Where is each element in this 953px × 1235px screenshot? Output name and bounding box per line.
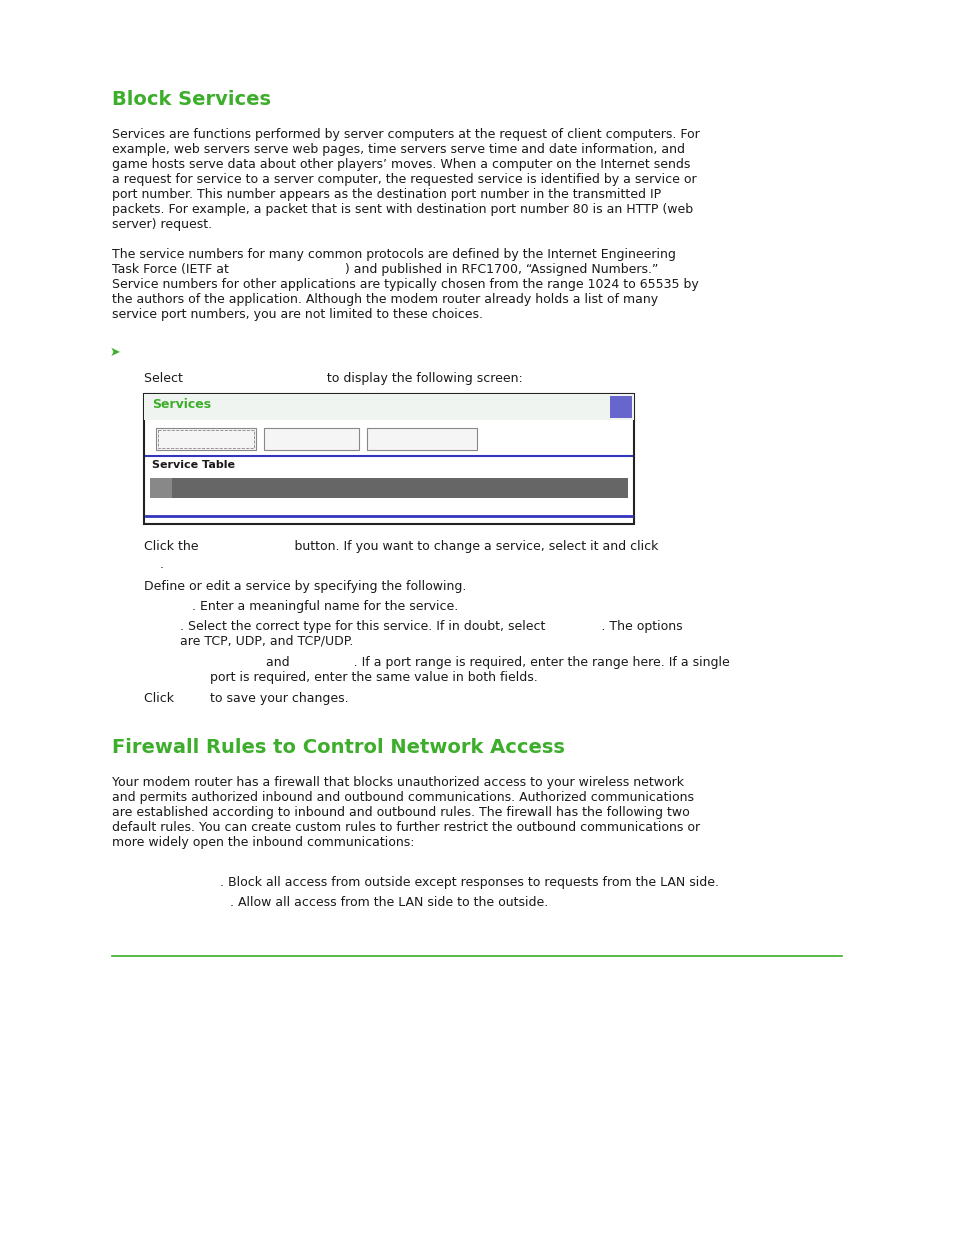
Text: . Block all access from outside except responses to requests from the LAN side.: . Block all access from outside except r… bbox=[220, 876, 719, 889]
Bar bbox=[156, 429, 255, 450]
Bar bbox=[144, 394, 634, 420]
Text: #: # bbox=[156, 483, 165, 493]
Text: Services are functions performed by server computers at the request of client co: Services are functions performed by serv… bbox=[112, 128, 699, 231]
Text: Service Name: Service Name bbox=[303, 483, 384, 493]
Text: Your modem router has a firewall that blocks unauthorized access to your wireles: Your modem router has a firewall that bl… bbox=[112, 776, 700, 848]
Text: Select                                    to display the following screen:: Select to display the following screen: bbox=[144, 372, 522, 385]
Text: and                . If a port range is required, enter the range here. If a sin: and . If a port range is required, enter… bbox=[210, 656, 729, 684]
Text: . Select the correct type for this service. If in doubt, select              . T: . Select the correct type for this servi… bbox=[180, 620, 682, 648]
Bar bbox=[172, 478, 627, 498]
Text: Service Table: Service Table bbox=[152, 459, 234, 471]
Text: Define or edit a service by specifying the following.: Define or edit a service by specifying t… bbox=[144, 580, 466, 593]
Text: Click         to save your changes.: Click to save your changes. bbox=[144, 692, 348, 705]
Text: Firewall Rules to Control Network Access: Firewall Rules to Control Network Access bbox=[112, 739, 564, 757]
Text: Delete Service: Delete Service bbox=[383, 433, 459, 445]
Bar bbox=[367, 429, 476, 450]
Text: . Allow all access from the LAN side to the outside.: . Allow all access from the LAN side to … bbox=[230, 897, 548, 909]
Text: Edit Service: Edit Service bbox=[280, 433, 342, 445]
Text: ➤: ➤ bbox=[110, 346, 120, 359]
Text: Ports: Ports bbox=[548, 483, 579, 493]
Bar bbox=[609, 396, 631, 417]
Bar bbox=[158, 430, 253, 448]
Text: . Enter a meaningful name for the service.: . Enter a meaningful name for the servic… bbox=[192, 600, 457, 613]
Text: .: . bbox=[160, 558, 164, 571]
Text: Add Service: Add Service bbox=[174, 433, 236, 445]
Text: Click the                        button. If you want to change a service, select: Click the button. If you want to change … bbox=[144, 540, 658, 553]
Text: Block Services: Block Services bbox=[112, 90, 271, 109]
Text: Services: Services bbox=[152, 398, 211, 411]
Bar bbox=[150, 478, 172, 498]
Bar bbox=[144, 394, 634, 524]
Text: The service numbers for many common protocols are defined by the Internet Engine: The service numbers for many common prot… bbox=[112, 248, 698, 321]
Text: ?: ? bbox=[617, 398, 624, 411]
Bar bbox=[264, 429, 358, 450]
